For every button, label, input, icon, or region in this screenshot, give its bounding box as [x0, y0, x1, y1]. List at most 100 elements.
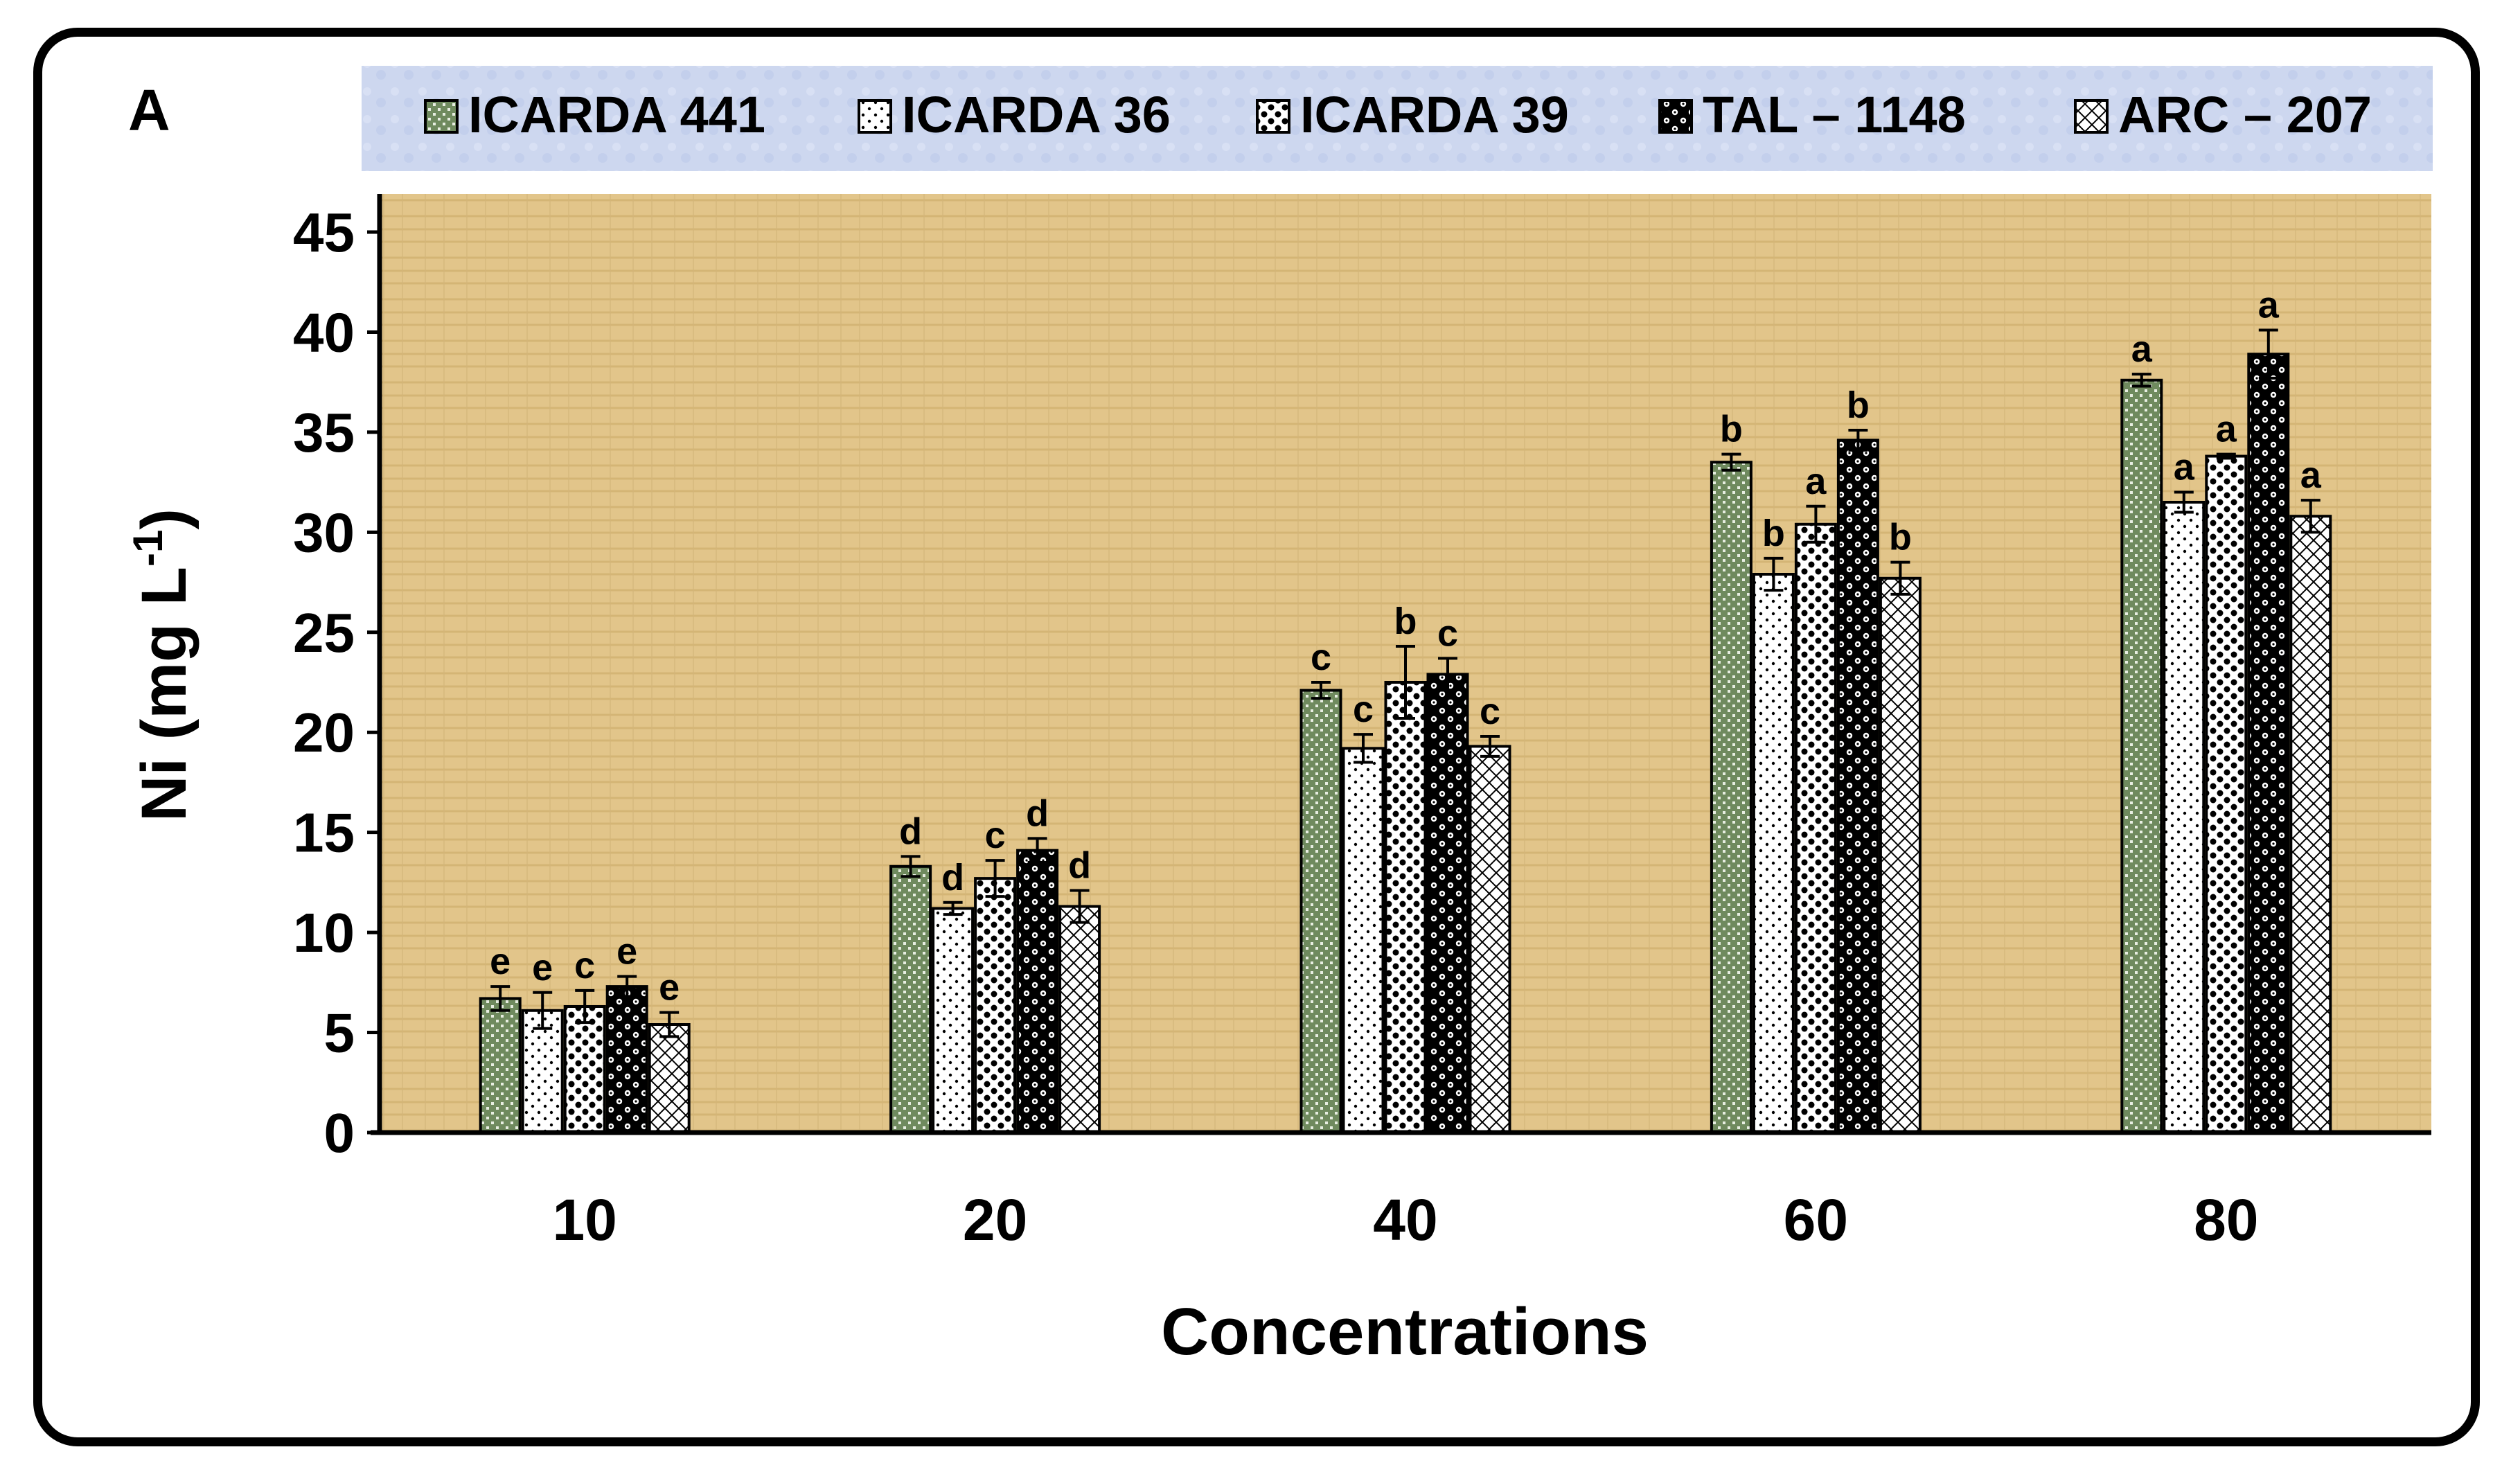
letter-icarda-441-80: a [2131, 328, 2153, 370]
bar-icarda-39-80 [2205, 454, 2248, 1134]
letter-icarda-39-20: c [985, 815, 1006, 856]
letter-tal-1148-80: a [2258, 285, 2280, 326]
error-bar-arc-207-80 [2300, 499, 2321, 534]
letter-tal-1148-10: e [616, 931, 637, 973]
x-tick-label-20: 20 [963, 1187, 1027, 1252]
bar-tal-1148-20 [1016, 849, 1059, 1134]
letter-icarda-36-60: b [1762, 513, 1785, 554]
bar-arc-207-10 [648, 1023, 691, 1134]
y-axis-title: Ni (mg L-1) [125, 508, 199, 822]
legend-swatch-icarda-36 [858, 99, 892, 134]
error-bar-tal-1148-20 [1027, 837, 1047, 864]
legend-swatch-arc-207 [2074, 99, 2109, 134]
bar-icarda-39-10 [563, 1005, 606, 1134]
error-bar-tal-1148-10 [617, 975, 637, 998]
x-axis-title: Concentrations [1161, 1295, 1649, 1369]
bar-icarda-441-80 [2120, 378, 2163, 1134]
error-bar-icarda-36-10 [533, 991, 553, 1030]
letter-icarda-441-20: d [899, 810, 922, 852]
panel-label: A [128, 78, 170, 143]
x-axis-ticks: 10 20 40 60 80 [552, 1187, 2258, 1252]
y-tick-label-10: 10 [293, 902, 355, 964]
bar-icarda-36-80 [2163, 501, 2206, 1134]
error-bar-icarda-39-40 [1396, 645, 1415, 720]
y-tick-label-15: 15 [293, 802, 355, 864]
y-axis-ticks: 0 5 10 15 20 25 30 35 40 45 [293, 202, 380, 1164]
error-bar-icarda-39-10 [575, 988, 595, 1025]
bar-icarda-36-60 [1752, 573, 1795, 1134]
legend-label-icarda-39: ICARDA 39 [1300, 86, 1569, 143]
bar-icarda-39-60 [1794, 522, 1837, 1134]
letter-icarda-36-40: c [1353, 689, 1374, 730]
error-bar-icarda-36-60 [1764, 556, 1784, 592]
letter-icarda-39-80: a [2216, 409, 2237, 450]
error-bar-tal-1148-80 [2258, 328, 2278, 380]
error-bar-icarda-36-40 [1354, 733, 1373, 764]
legend-label-arc-207: ARC – 207 [2118, 86, 2372, 143]
letter-tal-1148-40: c [1437, 612, 1458, 654]
letter-arc-207-60: b [1889, 517, 1912, 558]
error-bar-arc-207-40 [1480, 735, 1500, 758]
letter-arc-207-40: c [1480, 691, 1500, 732]
error-bar-icarda-441-10 [490, 985, 511, 1012]
bar-icarda-36-40 [1342, 747, 1385, 1135]
bar-icarda-39-40 [1384, 681, 1427, 1134]
y-axis-title-main: Ni (mg L [129, 567, 199, 822]
legend-swatch-tal-1148 [1658, 99, 1693, 134]
legend-label-tal-1148: TAL – 1148 [1703, 86, 1966, 143]
letter-icarda-39-40: b [1394, 601, 1417, 642]
error-bar-arc-207-20 [1070, 889, 1090, 924]
bar-arc-207-20 [1058, 905, 1101, 1134]
y-tick-label-40: 40 [293, 301, 355, 363]
letter-icarda-39-60: a [1805, 461, 1827, 502]
bar-icarda-441-60 [1710, 461, 1753, 1134]
error-bar-arc-207-10 [659, 1011, 680, 1038]
bars-group [479, 353, 2332, 1135]
x-tick-label-10: 10 [552, 1187, 616, 1252]
letter-icarda-39-10: c [574, 945, 595, 986]
error-bar-icarda-39-60 [1806, 504, 1826, 544]
y-tick-label-25: 25 [293, 602, 355, 664]
error-bar-arc-207-60 [1890, 560, 1910, 596]
error-bars-group [490, 328, 2321, 1038]
legend-label-icarda-441: ICARDA 441 [468, 86, 765, 143]
x-tick-label-80: 80 [2194, 1187, 2258, 1252]
letter-icarda-36-10: e [532, 947, 553, 988]
bar-icarda-441-40 [1299, 689, 1342, 1134]
legend-swatch-icarda-39 [1256, 99, 1290, 134]
x-tick-label-60: 60 [1784, 1187, 1848, 1252]
letter-tal-1148-20: d [1026, 792, 1049, 834]
legend-label-icarda-36: ICARDA 36 [902, 86, 1171, 143]
error-bar-icarda-441-80 [2131, 373, 2151, 388]
x-tick-label-40: 40 [1373, 1187, 1437, 1252]
error-bar-icarda-39-80 [2216, 452, 2236, 460]
letter-arc-207-20: d [1068, 844, 1091, 886]
y-tick-label-35: 35 [293, 402, 355, 463]
bar-icarda-441-20 [889, 864, 932, 1135]
error-bar-icarda-441-40 [1311, 681, 1331, 700]
error-bar-tal-1148-60 [1848, 429, 1868, 452]
y-axis-title-sup: -1 [125, 530, 171, 567]
letter-icarda-36-80: a [2174, 447, 2195, 488]
y-axis-title-close: ) [129, 508, 199, 530]
letter-arc-207-10: e [659, 967, 680, 1009]
error-bar-icarda-441-60 [1721, 452, 1741, 472]
letter-tal-1148-60: b [1847, 384, 1870, 426]
bar-icarda-39-20 [974, 877, 1017, 1134]
letter-arc-207-80: a [2300, 454, 2322, 496]
legend-swatch-icarda-441 [424, 99, 459, 134]
bar-tal-1148-60 [1836, 438, 1879, 1134]
y-tick-label-5: 5 [324, 1002, 355, 1064]
bar-tal-1148-40 [1426, 673, 1469, 1134]
y-tick-label-0: 0 [324, 1102, 355, 1164]
error-bar-icarda-36-20 [943, 901, 963, 916]
bar-icarda-441-10 [479, 997, 522, 1135]
letter-icarda-441-40: c [1311, 637, 1331, 678]
error-bar-icarda-36-80 [2174, 490, 2194, 514]
y-tick-label-45: 45 [293, 202, 355, 263]
legend: ICARDA 441 ICARDA 36 ICARDA 39 TAL – 1148 AR… [424, 86, 2372, 143]
bar-tal-1148-80 [2247, 353, 2290, 1135]
bar-arc-207-40 [1468, 745, 1511, 1134]
